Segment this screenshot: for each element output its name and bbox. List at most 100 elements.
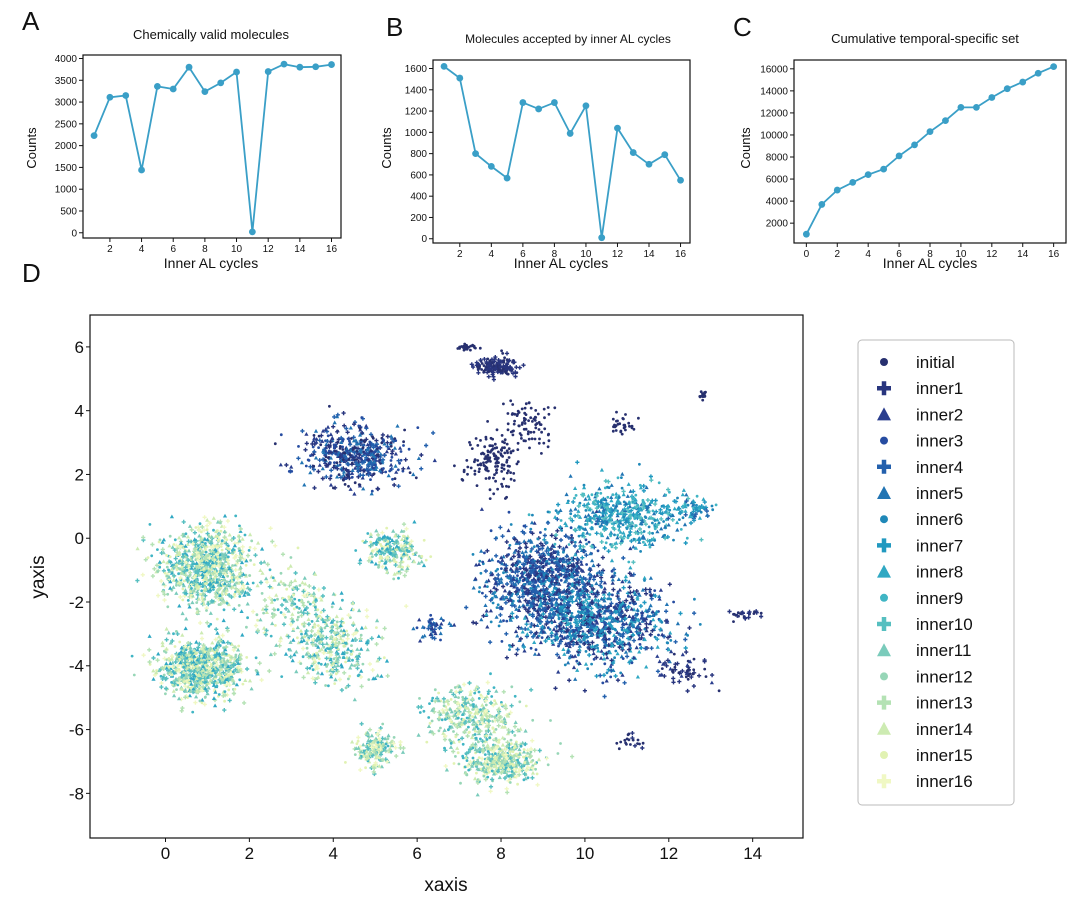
panel-d-point	[512, 472, 515, 475]
panel-d-point	[492, 492, 495, 495]
panel-d-point	[490, 557, 494, 561]
panel-d-point	[192, 555, 195, 558]
panel-d-point	[699, 396, 702, 399]
panel-b-point	[677, 177, 684, 184]
panel-d-point	[499, 598, 502, 601]
panel-d-point	[577, 654, 580, 657]
panel-a-ytick-label: 3000	[55, 98, 78, 109]
panel-b-point	[504, 175, 511, 182]
panel-d-point	[492, 452, 495, 455]
panel-d-point	[255, 656, 258, 659]
panel-d-point	[193, 590, 196, 593]
panel-b-ytick-label: 200	[410, 213, 427, 224]
panel-d-point	[587, 653, 591, 657]
panel-c-point	[849, 179, 856, 186]
panel-a-xlabel: Inner AL cycles	[164, 255, 258, 271]
panel-d-point	[193, 701, 197, 705]
panel-d-point	[521, 363, 525, 367]
panel-d-point	[490, 437, 493, 440]
panel-d-point	[546, 562, 549, 565]
panel-d-point	[485, 461, 488, 464]
panel-d-point	[209, 549, 212, 552]
panel-d-point	[672, 671, 675, 674]
panel-d-xtick-label: 8	[496, 844, 505, 863]
panel-d-point	[687, 504, 690, 507]
panel-d-point	[207, 562, 210, 565]
panel-d-point	[617, 423, 620, 426]
panel-d-point	[177, 536, 181, 540]
panel-d-point	[627, 614, 631, 618]
panel-d-point	[328, 405, 331, 408]
panel-d-point	[226, 538, 229, 541]
panel-d-point	[609, 598, 612, 601]
panel-d-point	[686, 537, 689, 540]
panel-d-point	[622, 586, 626, 590]
panel-d-point	[516, 592, 519, 595]
panel-d-point	[652, 510, 655, 513]
panel-d-point	[505, 620, 508, 623]
panel-d-point	[635, 524, 638, 527]
panel-a-xtick-label: 6	[170, 244, 176, 255]
panel-d-point	[560, 529, 563, 532]
panel-d-point	[623, 515, 626, 518]
panel-d-point	[518, 546, 522, 550]
panel-d-point	[630, 731, 634, 735]
panel-d-point	[614, 543, 617, 546]
panel-d-point	[559, 538, 563, 542]
panel-d-point	[198, 586, 201, 589]
panel-d-point	[597, 487, 601, 491]
panel-c-ytick-label: 4000	[766, 197, 789, 208]
panel-d-point	[675, 520, 679, 524]
panel-d-point	[496, 488, 499, 491]
panel-d-point	[386, 434, 390, 438]
panel-d-point	[522, 649, 526, 653]
panel-d-point	[642, 484, 646, 488]
panel-d-point	[300, 429, 304, 433]
panel-d-point	[505, 461, 508, 464]
panel-d-point	[406, 466, 410, 470]
panel-d-point	[483, 552, 486, 555]
panel-d-point	[159, 579, 163, 583]
panel-d-point	[539, 599, 542, 602]
panel-d-point	[666, 641, 669, 644]
panel-d-point	[502, 477, 505, 480]
panel-d-point	[382, 467, 385, 470]
panel-d-point	[180, 633, 184, 637]
panel-d-point	[518, 411, 521, 414]
panel-d-point	[629, 743, 632, 746]
panel-d-point	[360, 439, 363, 442]
panel-d-point	[564, 664, 567, 667]
panel-d-point	[265, 580, 269, 584]
panel-d-point	[479, 618, 483, 622]
panel-d-point	[178, 560, 181, 563]
panel-d-point	[601, 682, 604, 685]
panel-b-point	[441, 63, 448, 70]
panel-d-point	[624, 413, 627, 416]
panel-d-point	[636, 608, 640, 612]
panel-d-point	[509, 399, 512, 402]
panel-d-point	[177, 572, 180, 575]
panel-d-point	[461, 479, 464, 482]
panel-d-point	[534, 427, 537, 430]
panel-d-point	[303, 448, 307, 452]
panel-d-point	[249, 546, 252, 549]
panel-d-point	[181, 611, 185, 615]
panel-d-point	[517, 442, 520, 445]
panel-d-point	[533, 431, 536, 434]
panel-d-point	[507, 485, 510, 488]
panel-d-point	[307, 459, 310, 462]
panel-d-point	[253, 553, 257, 557]
panel-d-point	[684, 513, 688, 517]
panel-d-point	[539, 531, 542, 534]
panel-d-point	[656, 669, 660, 673]
panel-d-point	[199, 522, 202, 525]
panel-d-point	[178, 595, 182, 599]
panel-d-point	[264, 577, 268, 581]
panel-d-point	[659, 588, 663, 592]
panel-d-point	[622, 418, 625, 421]
panel-d-point	[165, 554, 168, 557]
panel-d-point	[525, 428, 528, 431]
panel-d-point	[500, 454, 503, 457]
panel-c-point	[865, 171, 872, 178]
panel-d-point	[553, 587, 556, 590]
